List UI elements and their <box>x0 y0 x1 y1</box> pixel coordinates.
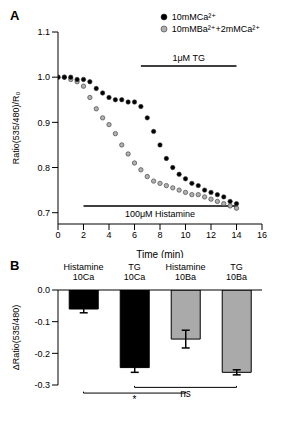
svg-text:Histamine10Ca: Histamine10Ca <box>63 262 103 282</box>
svg-text:8: 8 <box>157 230 162 240</box>
svg-text:10: 10 <box>180 230 190 240</box>
svg-text:12: 12 <box>206 230 216 240</box>
html-text:B: B <box>10 258 20 273</box>
svg-text:-0.2: -0.2 <box>34 349 50 359</box>
svg-text:*: * <box>133 394 137 405</box>
svg-text:Histamine10Ba: Histamine10Ba <box>165 262 205 282</box>
svg-text:TG10Ba: TG10Ba <box>226 262 247 282</box>
svg-text:TG10Ca: TG10Ca <box>124 262 146 282</box>
svg-text:2: 2 <box>81 230 86 240</box>
svg-text:1μM TG: 1μM TG <box>172 53 205 63</box>
svg-text:100μM Histamine: 100μM Histamine <box>125 209 195 219</box>
svg-text:0.9: 0.9 <box>37 118 50 128</box>
svg-text:0.7: 0.7 <box>37 208 50 218</box>
svg-text:Time (min): Time (min) <box>136 249 183 258</box>
html-text:10mMCa²⁺: 10mMCa²⁺ <box>171 12 216 22</box>
svg-text:14: 14 <box>231 230 241 240</box>
svg-text:16: 16 <box>257 230 267 240</box>
svg-text:Ratio(535/480)/R₀: Ratio(535/480)/R₀ <box>11 92 21 165</box>
html-text:A: A <box>10 8 20 23</box>
svg-text:1.0: 1.0 <box>37 72 50 82</box>
html-text:10mMBa²⁺+2mMCa²⁺: 10mMBa²⁺+2mMCa²⁺ <box>171 24 260 34</box>
svg-text:-0.1: -0.1 <box>34 317 50 327</box>
svg-text:-0.3: -0.3 <box>34 380 50 390</box>
svg-text:0.0: 0.0 <box>37 285 50 295</box>
svg-text:0: 0 <box>55 230 60 240</box>
svg-text:ns: ns <box>180 388 191 399</box>
svg-text:1.1: 1.1 <box>37 27 50 37</box>
svg-text:0.8: 0.8 <box>37 163 50 173</box>
svg-text:6: 6 <box>132 230 137 240</box>
svg-text:4: 4 <box>106 230 111 240</box>
svg-text:ΔRatio(535/480): ΔRatio(535/480) <box>11 305 21 371</box>
